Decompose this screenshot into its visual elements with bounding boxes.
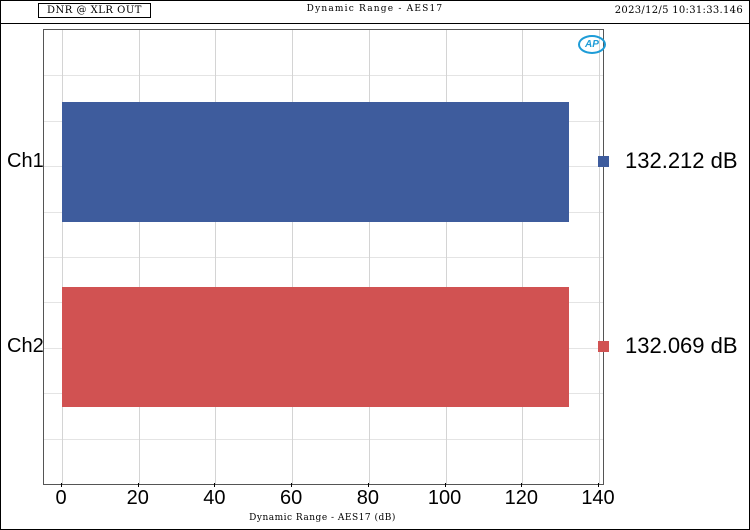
gridline-vertical [599,30,600,484]
axis-tick-label: 20 [126,487,149,509]
gridline-vertical [62,30,63,484]
gridline-horizontal [44,438,603,440]
legend-value-label: 132.212 dB [625,148,738,173]
gridline-vertical [445,30,447,484]
report-header: DNR @ XLR OUT Dynamic Range - AES17 2023… [1,1,749,24]
axis-tick-label: 100 [427,487,462,509]
axis-tick [367,483,369,487]
category-label: Ch2 [7,335,44,357]
axis-tick [214,483,216,487]
axis-tick [291,483,293,487]
gridline-vertical [215,30,217,484]
axis-tick [137,483,139,487]
x-axis-title: Dynamic Range - AES17 (dB) [249,513,396,523]
gridline-horizontal [44,75,603,77]
plot-area [43,29,604,485]
axis-tick [444,483,446,487]
gridline-vertical [522,30,524,484]
ap-logo-icon: AP [578,35,606,54]
axis-tick-label: 80 [356,487,379,509]
axis-tick-label: 0 [55,487,67,509]
axis-tick [598,483,599,487]
axis-tick-label: 140 [581,487,615,509]
timestamp: 2023/12/5 10:31:33.146 [614,5,743,16]
axis-tick-label: 120 [504,487,538,509]
gridline-vertical [368,30,370,484]
axis-tick [521,483,523,487]
category-label: Ch1 [7,150,44,172]
axis-tick-label: 40 [203,487,226,509]
legend-swatch [598,155,609,167]
legend-value-label: 132.069 dB [625,333,738,358]
gridline-horizontal [44,257,603,258]
gridline-vertical [292,30,294,484]
axis-tick-label: 60 [280,487,303,509]
legend-swatch [598,340,609,352]
axis-tick [61,483,62,487]
panel-title: DNR @ XLR OUT [38,3,151,18]
report-title: Dynamic Range - AES17 [306,4,444,14]
bar-ch1 [62,102,570,222]
bar-ch2 [62,287,569,407]
gridline-vertical [138,30,140,484]
